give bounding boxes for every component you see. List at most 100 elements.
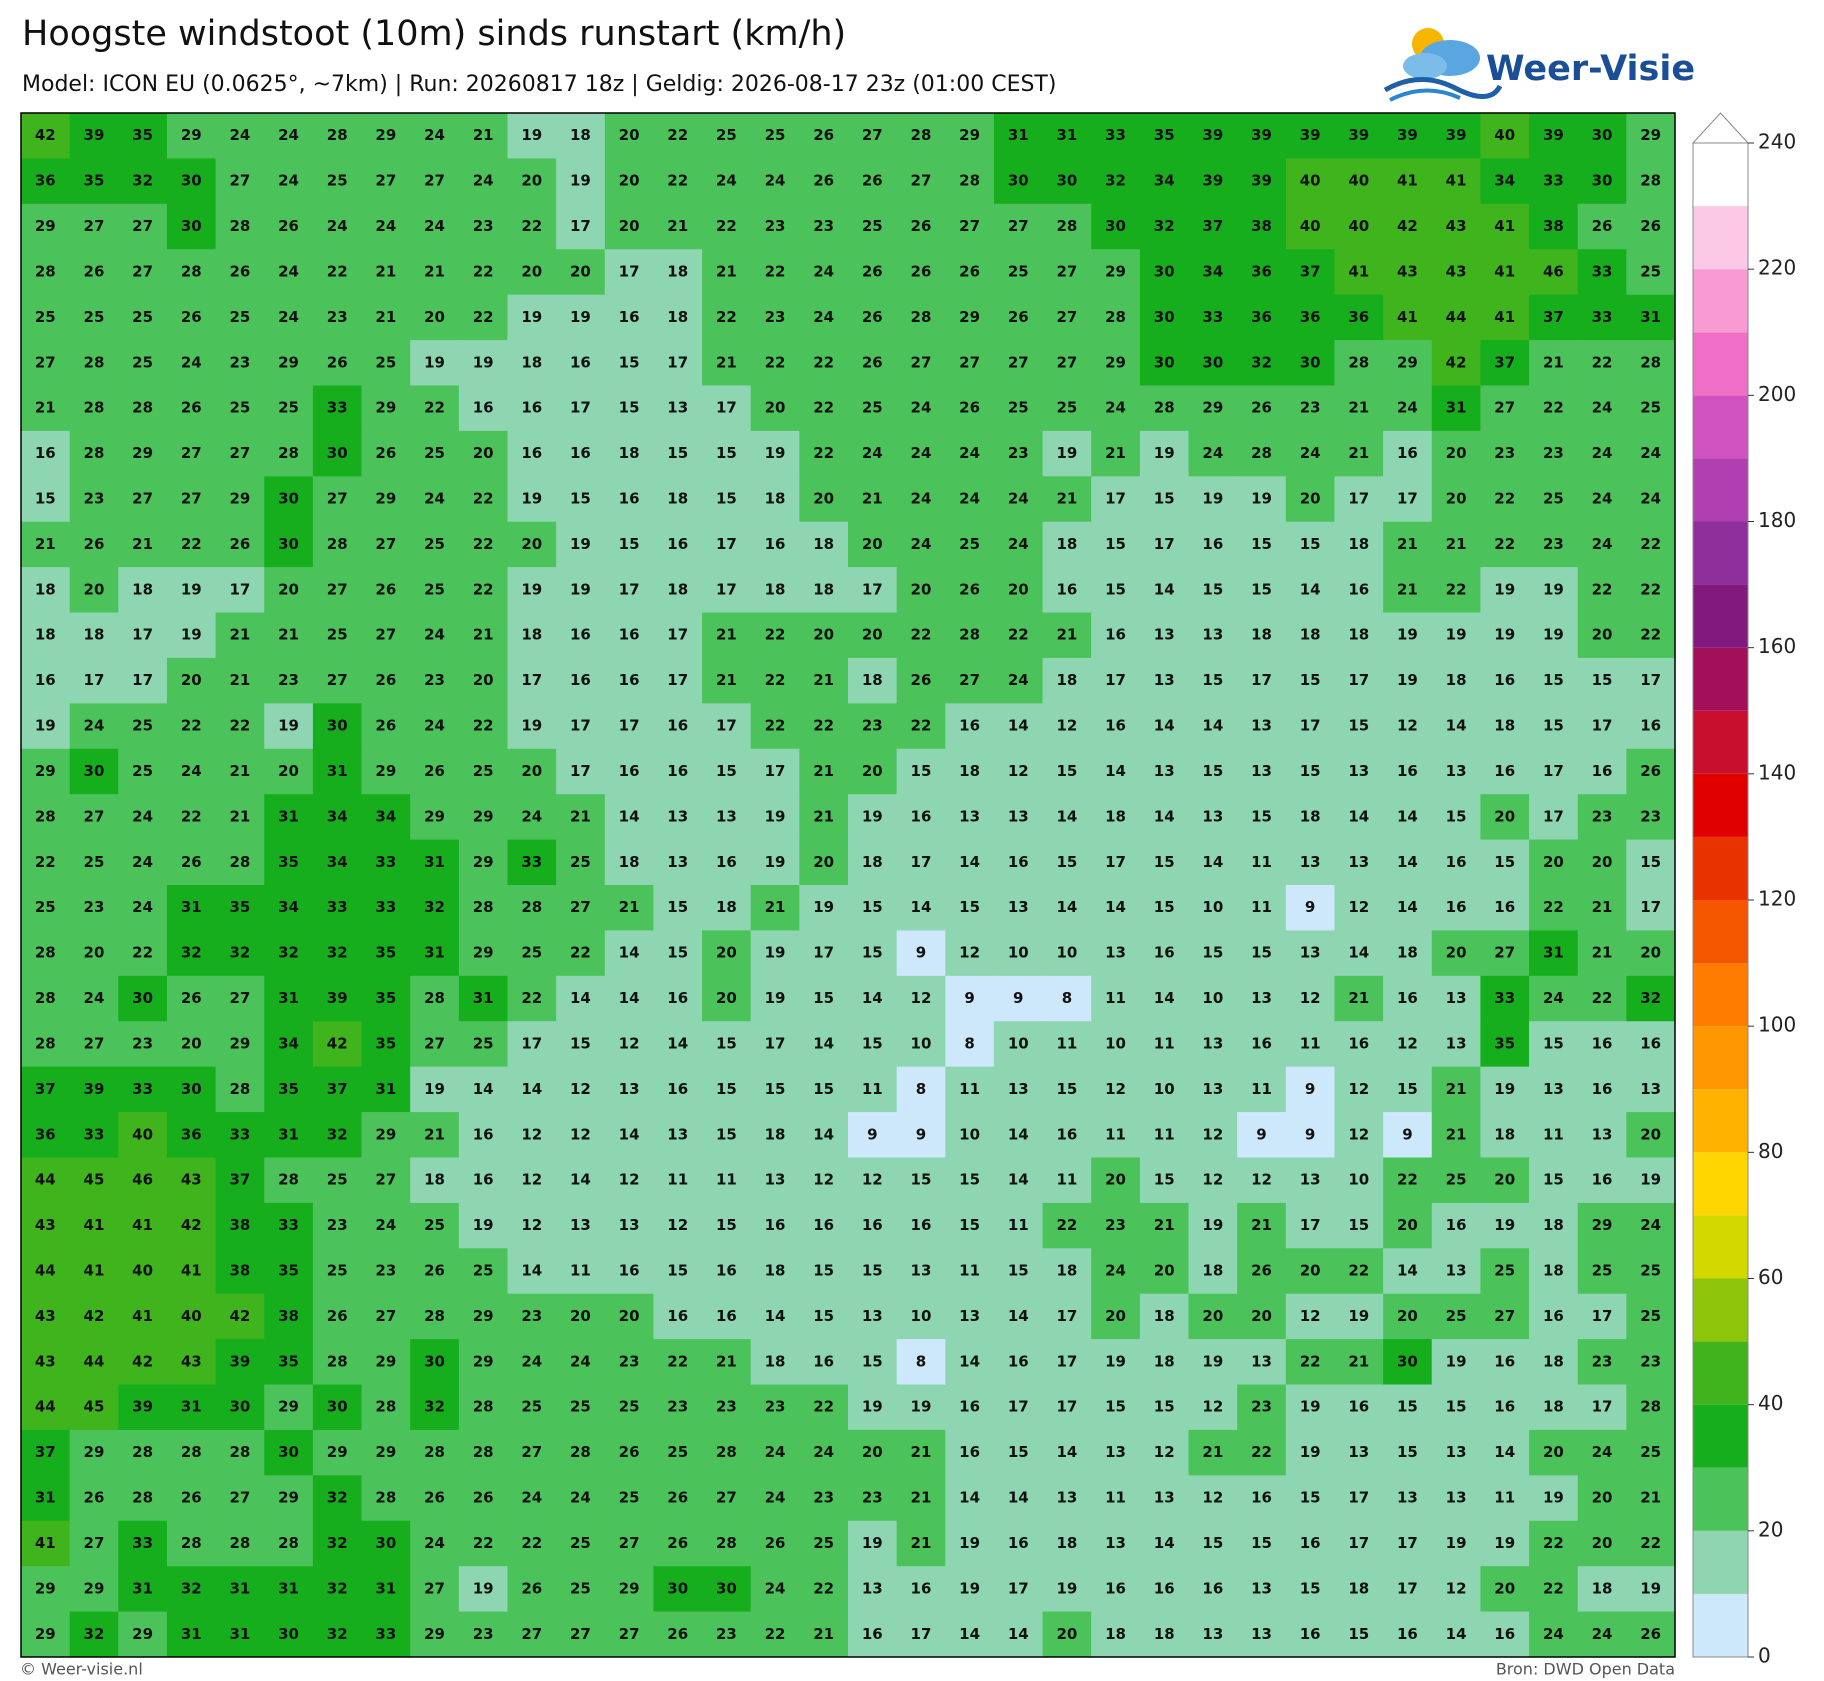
colorbar-segment: [1693, 1341, 1748, 1405]
grid-cell: [264, 794, 314, 841]
grid-cell: [1529, 249, 1579, 296]
grid-value: 14: [813, 1125, 834, 1143]
grid-value: 26: [229, 262, 250, 280]
grid-value: 30: [667, 1579, 688, 1597]
grid-value: 14: [570, 1171, 591, 1189]
grid-value: 12: [1348, 898, 1369, 916]
grid-value: 19: [1494, 1534, 1515, 1552]
grid-value: 34: [278, 898, 299, 916]
grid-cell: [1091, 340, 1141, 386]
grid-cell: [556, 794, 606, 841]
grid-value: 25: [619, 1398, 640, 1416]
grid-value: 22: [667, 172, 688, 190]
grid-cell: [118, 203, 168, 250]
grid-value: 13: [1154, 1489, 1175, 1507]
grid-value: 42: [229, 1307, 250, 1325]
grid-value: 17: [1105, 490, 1126, 508]
grid-value: 17: [619, 262, 640, 280]
grid-value: 14: [1397, 807, 1418, 825]
grid-value: 11: [1056, 1171, 1077, 1189]
grid-value: 17: [1056, 1307, 1077, 1325]
grid-cell: [1431, 567, 1481, 614]
grid-cell: [215, 340, 265, 386]
grid-cell: [361, 249, 411, 296]
grid-value: 26: [862, 308, 883, 326]
grid-cell: [1626, 340, 1676, 386]
grid-value: 27: [229, 444, 250, 462]
grid-value: 22: [1494, 535, 1515, 553]
grid-value: 12: [521, 1125, 542, 1143]
grid-value: 32: [181, 944, 202, 962]
grid-value: 27: [570, 1625, 591, 1643]
grid-value: 25: [132, 762, 153, 780]
grid-value: 18: [862, 853, 883, 871]
grid-value: 17: [84, 671, 105, 689]
grid-cell: [166, 294, 217, 341]
grid-value: 27: [132, 217, 153, 235]
grid-value: 16: [765, 535, 786, 553]
grid-value: 21: [911, 1534, 932, 1552]
grid-cell: [21, 294, 71, 341]
grid-cell: [993, 839, 1044, 886]
grid-value: 13: [1348, 762, 1369, 780]
grid-value: 25: [1640, 262, 1661, 280]
grid-cell: [1577, 113, 1627, 159]
grid-value: 18: [1056, 1262, 1077, 1280]
grid-cell: [312, 521, 363, 568]
grid-cell: [1285, 476, 1335, 523]
grid-value: 19: [1348, 1307, 1369, 1325]
grid-value: 15: [619, 535, 640, 553]
grid-value: 18: [1348, 1579, 1369, 1597]
grid-cell: [1383, 430, 1433, 477]
grid-value: 20: [1300, 490, 1321, 508]
colorbar-tick-label: 20: [1758, 1517, 1783, 1541]
grid-value: 22: [424, 399, 445, 417]
grid-cell: [604, 385, 654, 432]
grid-cell: [1626, 158, 1676, 205]
grid-cell: [215, 612, 265, 659]
grid-cell: [750, 158, 800, 205]
grid-value: 27: [424, 172, 445, 190]
grid-cell: [1626, 430, 1676, 477]
grid-value: 42: [1446, 353, 1467, 371]
grid-value: 21: [911, 1443, 932, 1461]
grid-value: 19: [521, 490, 542, 508]
grid-value: 13: [667, 1125, 688, 1143]
grid-cell: [702, 385, 752, 432]
grid-value: 26: [424, 762, 445, 780]
grid-value: 30: [424, 1352, 445, 1370]
grid-value: 20: [278, 580, 299, 598]
grid-cell: [69, 294, 119, 341]
grid-cell: [1334, 385, 1384, 432]
grid-cell: [1042, 158, 1092, 205]
grid-value: 21: [229, 762, 250, 780]
grid-value: 15: [911, 1171, 932, 1189]
grid-cell: [653, 521, 703, 568]
grid-cell: [1334, 294, 1384, 341]
grid-cell: [264, 249, 314, 296]
grid-value: 13: [1056, 1489, 1077, 1507]
grid-cell: [1480, 158, 1530, 205]
grid-value: 15: [1251, 944, 1272, 962]
grid-cell: [653, 113, 703, 159]
grid-cell: [361, 703, 411, 750]
colorbar-segment: [1693, 1593, 1748, 1657]
grid-cell: [1431, 294, 1481, 341]
grid-value: 15: [1105, 535, 1126, 553]
grid-value: 28: [473, 898, 494, 916]
grid-value: 22: [473, 308, 494, 326]
grid-value: 9: [916, 1125, 926, 1143]
grid-value: 15: [1446, 807, 1467, 825]
grid-cell: [264, 703, 314, 750]
grid-value: 10: [911, 1307, 932, 1325]
grid-value: 16: [716, 853, 737, 871]
grid-value: 15: [716, 1125, 737, 1143]
grid-cell: [1139, 385, 1190, 432]
grid-value: 16: [619, 671, 640, 689]
grid-value: 14: [1105, 898, 1126, 916]
grid-cell: [1334, 113, 1384, 159]
grid-value: 25: [570, 1398, 591, 1416]
grid-value: 22: [35, 853, 56, 871]
colorbar-segment: [1693, 1152, 1748, 1216]
grid-value: 43: [181, 1352, 202, 1370]
